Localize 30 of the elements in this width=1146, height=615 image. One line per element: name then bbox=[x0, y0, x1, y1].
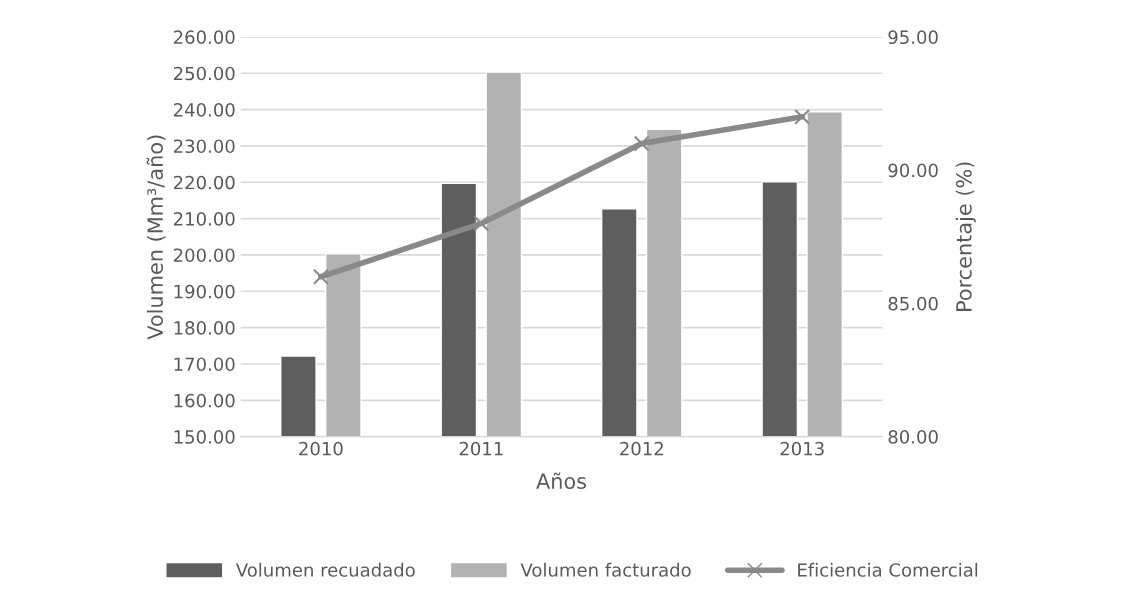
point bbox=[312, 268, 329, 285]
y-tick-label: 170.00 bbox=[174, 357, 235, 372]
y2-tick-label: 95.00 bbox=[888, 30, 938, 45]
legend-label: Volumen facturado bbox=[520, 562, 691, 577]
y-tick-label: 150.00 bbox=[174, 430, 235, 444]
x-tick-label: 2010 bbox=[299, 441, 343, 456]
y-tick-label: 200.00 bbox=[173, 248, 235, 263]
y2-tick-label: 85.00 bbox=[888, 296, 938, 311]
legend-label: Volumen recuadado bbox=[235, 562, 415, 577]
y-tick-label: 180.00 bbox=[174, 321, 235, 335]
point bbox=[794, 108, 811, 125]
x-axis-title: Años bbox=[536, 472, 587, 489]
y-tick-label: 210.00 bbox=[173, 212, 235, 226]
y2-tick-label: 90.00 bbox=[888, 163, 938, 178]
legend-label: Eficiencia Comercial bbox=[798, 562, 978, 577]
y-tick-label: 260.00 bbox=[173, 30, 235, 45]
point bbox=[473, 215, 490, 232]
y-tick-label: 250.00 bbox=[173, 66, 235, 81]
y-tick-label: 240.00 bbox=[173, 103, 235, 117]
y-tick-label: 230.00 bbox=[173, 139, 235, 154]
y2-tick-label: 80.00 bbox=[888, 430, 938, 444]
y-axis-title: Volumen (Mm³/año) bbox=[146, 135, 166, 340]
x-tick-label: 2013 bbox=[780, 441, 824, 456]
x-tick-label: 2012 bbox=[620, 441, 663, 456]
point bbox=[633, 135, 650, 152]
x-tick-label: 2011 bbox=[459, 441, 503, 456]
y-tick-label: 160.00 bbox=[174, 393, 235, 408]
y-tick-label: 190.00 bbox=[174, 284, 235, 299]
y2-axis-title: Porcentaje (%) bbox=[955, 162, 976, 311]
y-tick-label: 220.00 bbox=[173, 175, 235, 190]
